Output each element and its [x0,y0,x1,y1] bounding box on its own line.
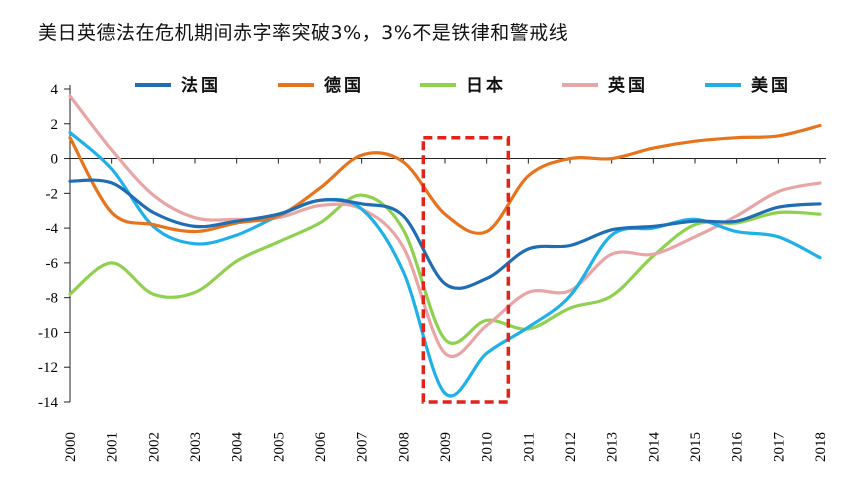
crisis-highlight-box [421,135,511,404]
legend-item-0: 法国 [135,75,221,96]
legend-item-4: 美国 [705,75,791,96]
legend-label: 德国 [324,75,364,96]
y-tick-label: -6 [46,256,59,272]
legend-label: 法国 [181,75,221,96]
x-tick-label: 2017 [771,432,787,463]
legend-label: 英国 [608,75,648,96]
y-tick-label: -4 [46,221,59,237]
x-tick-label: 2018 [813,432,829,462]
y-tick-label: 0 [51,152,59,168]
x-tick-label: 2009 [438,432,454,462]
x-tick-label: 2004 [230,432,246,463]
y-tick-label: -2 [46,186,59,202]
x-tick-label: 2011 [521,432,537,461]
x-tick-label: 2015 [688,432,704,462]
axes: 4 2 0 -2 -4 -6 -8 -10 -12 -14 2000 2001 2002 2003 2004… [38,82,829,462]
x-tick-label: 2005 [271,432,287,462]
chart-title: 美日英德法在危机期间赤字率突破3%，3%不是铁律和警戒线 [38,22,569,44]
x-tick-label: 2006 [313,432,329,463]
y-tick-label: -14 [38,395,58,411]
x-tick-label: 2007 [355,432,371,463]
series-line-4 [68,130,822,398]
x-tick-label: 2016 [730,432,746,463]
x-tick-label: 2000 [63,432,79,462]
y-tick-label: -8 [46,291,59,307]
x-tick-label: 2014 [646,432,662,463]
x-tick-label: 2010 [480,432,496,462]
x-tick-label: 2012 [563,432,579,462]
x-tick-label: 2013 [605,432,621,462]
y-tick-label: 2 [51,117,59,133]
x-tick-label: 2003 [188,432,204,462]
annotation-layer [421,135,511,404]
series-line-3 [68,94,822,358]
y-tick-label: -12 [38,360,58,376]
legend: 法国 德国 日本 英国 美国 [135,75,791,96]
series-layer [68,94,822,398]
y-tick-label: -10 [38,325,58,341]
series-line-1 [68,123,822,235]
legend-item-2: 日本 [420,75,506,96]
y-tick-label: 4 [51,82,59,98]
x-tick-label: 2001 [105,432,121,462]
x-tick-label: 2002 [146,432,162,462]
x-tick-label: 2008 [396,432,412,462]
legend-label: 日本 [466,75,506,96]
legend-label: 美国 [751,75,791,96]
legend-item-3: 英国 [562,75,648,96]
legend-item-1: 德国 [278,75,364,96]
series-line-0 [68,178,822,290]
series-line-2 [68,193,822,345]
